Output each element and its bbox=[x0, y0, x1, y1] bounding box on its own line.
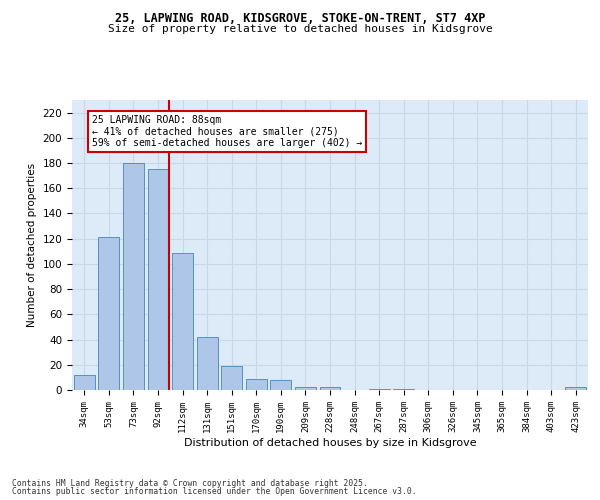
Bar bbox=[172, 252, 193, 390]
X-axis label: Distribution of detached houses by size in Kidsgrove: Distribution of detached houses by size … bbox=[184, 438, 476, 448]
Text: 25, LAPWING ROAD, KIDSGROVE, STOKE-ON-TRENT, ST7 4XP: 25, LAPWING ROAD, KIDSGROVE, STOKE-ON-TR… bbox=[115, 12, 485, 26]
Bar bbox=[221, 366, 242, 390]
Text: 25 LAPWING ROAD: 88sqm
← 41% of detached houses are smaller (275)
59% of semi-de: 25 LAPWING ROAD: 88sqm ← 41% of detached… bbox=[92, 115, 362, 148]
Bar bbox=[271, 380, 292, 390]
Bar bbox=[74, 375, 95, 390]
Text: Contains HM Land Registry data © Crown copyright and database right 2025.: Contains HM Land Registry data © Crown c… bbox=[12, 478, 368, 488]
Bar bbox=[295, 388, 316, 390]
Bar bbox=[148, 170, 169, 390]
Bar bbox=[246, 378, 267, 390]
Text: Contains public sector information licensed under the Open Government Licence v3: Contains public sector information licen… bbox=[12, 487, 416, 496]
Bar bbox=[320, 388, 340, 390]
Bar bbox=[565, 388, 586, 390]
Bar bbox=[98, 238, 119, 390]
Bar bbox=[368, 388, 389, 390]
Y-axis label: Number of detached properties: Number of detached properties bbox=[27, 163, 37, 327]
Text: Size of property relative to detached houses in Kidsgrove: Size of property relative to detached ho… bbox=[107, 24, 493, 34]
Bar bbox=[393, 388, 414, 390]
Bar bbox=[197, 337, 218, 390]
Bar bbox=[123, 163, 144, 390]
